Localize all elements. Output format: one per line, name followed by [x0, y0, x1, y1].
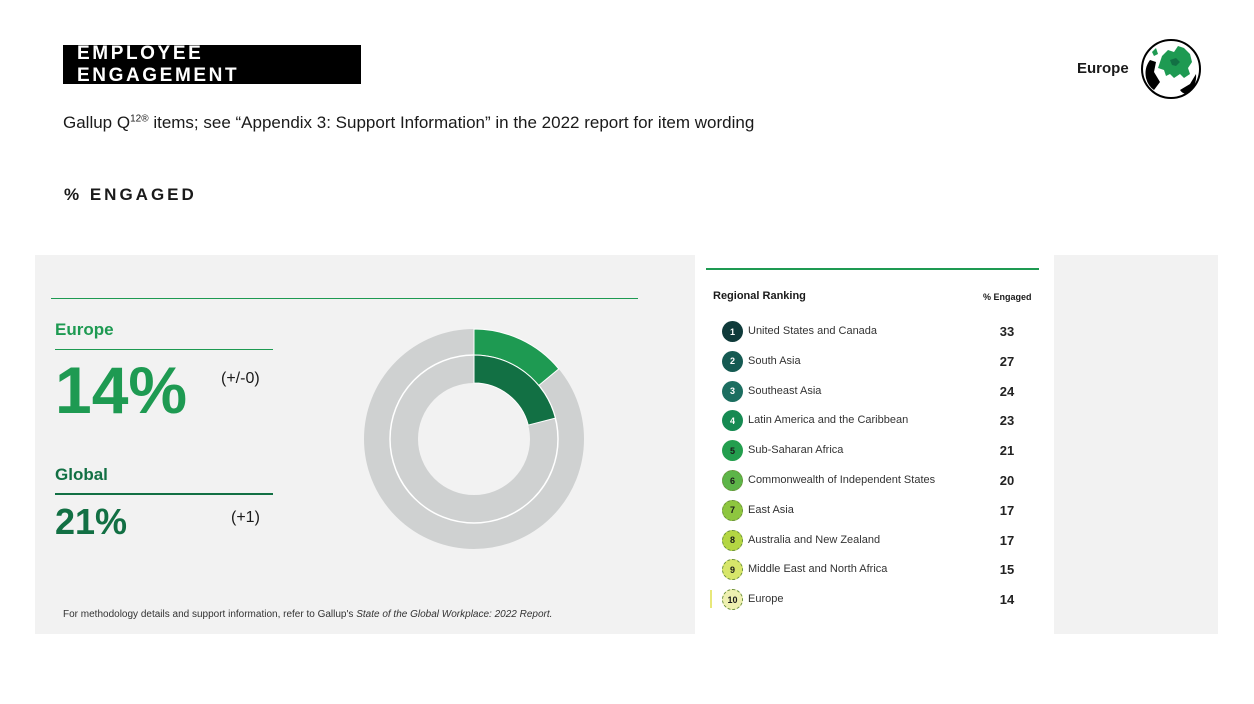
ranking-title: Regional Ranking [713, 290, 806, 302]
side-panel [1054, 255, 1218, 634]
global-value: 21% [55, 501, 128, 542]
rank-region-name: Europe [748, 593, 784, 606]
europe-divider [55, 349, 273, 350]
rank-badge: 4 [722, 410, 743, 432]
ranking-row: 2 South Asia 27 [722, 350, 1022, 373]
ranking-row: 1 United States and Canada 33 [722, 321, 1022, 343]
ranking-row: 4 Latin America and the Caribbean 23 [722, 410, 1022, 432]
europe-change: (+/-0) [221, 370, 260, 387]
rank-badge: 5 [722, 440, 743, 462]
global-change: (+1) [231, 509, 260, 526]
footnote: For methodology details and support info… [63, 609, 552, 620]
rank-value: 20 [999, 473, 1015, 488]
rank-badge: 1 [722, 321, 743, 342]
donut-slice-global [473, 354, 556, 426]
rank-region-name: Commonwealth of Independent States [748, 474, 936, 486]
page-title: EMPLOYEE ENGAGEMENT [63, 43, 361, 86]
ranking-row: 9 Middle East and North Africa 15 [722, 559, 1022, 581]
ranking-row: 10 Europe 14 [722, 589, 1022, 611]
rank-badge: 6 [722, 470, 743, 491]
rank-value: 17 [999, 532, 1015, 548]
rank-badge: 7 [722, 499, 743, 521]
region-label: Europe [1077, 60, 1129, 77]
current-region-marker [710, 590, 712, 608]
section-heading: % ENGAGED [64, 185, 197, 204]
ranking-row: 7 East Asia 17 [722, 499, 1022, 522]
europe-value: 14% [55, 353, 188, 427]
ranking-row: 3 Southeast Asia 24 [722, 380, 1022, 403]
ranking-divider [706, 268, 1039, 270]
global-divider [55, 493, 273, 495]
rank-badge: 2 [722, 350, 743, 372]
rank-value: 23 [999, 413, 1015, 429]
rank-value: 17 [999, 502, 1015, 518]
rank-region-name: South Asia [748, 354, 801, 367]
ranking-column-header: % Engaged [983, 292, 1032, 302]
rank-badge: 8 [722, 529, 743, 551]
global-label: Global [55, 465, 108, 484]
ranking-row: 5 Sub-Saharan Africa 21 [722, 440, 1022, 462]
europe-label: Europe [55, 320, 114, 339]
rank-value: 33 [999, 324, 1015, 339]
subtitle-prefix: Gallup Q [63, 113, 131, 132]
rank-value: 27 [999, 353, 1015, 369]
rank-value: 21 [999, 443, 1015, 459]
subtitle-superscript: 12® [130, 113, 149, 125]
rank-region-name: Australia and New Zealand [748, 533, 881, 546]
rank-value: 24 [999, 383, 1015, 399]
ranking-row: 8 Australia and New Zealand 17 [722, 529, 1022, 552]
rank-region-name: Sub-Saharan Africa [748, 444, 844, 457]
page-subtitle: Gallup Q12® items; see “Appendix 3: Supp… [63, 113, 754, 133]
ranking-row: 6 Commonwealth of Independent States 20 [722, 470, 1022, 492]
subtitle-suffix: items; see “Appendix 3: Support Informat… [148, 113, 755, 132]
footnote-text: For methodology details and support info… [63, 609, 357, 620]
rank-badge: 3 [722, 380, 743, 402]
rank-badge: 10 [722, 589, 743, 611]
europe-globe-icon [1141, 39, 1201, 99]
rank-value: 15 [999, 562, 1015, 578]
rank-value: 14 [999, 592, 1015, 608]
rank-region-name: Middle East and North Africa [748, 563, 888, 576]
rank-region-name: Southeast Asia [748, 384, 822, 397]
engagement-donut-chart [364, 328, 584, 549]
summary-divider [51, 298, 638, 299]
rank-badge: 9 [722, 559, 743, 581]
rank-region-name: East Asia [748, 503, 794, 516]
rank-region-name: Latin America and the Caribbean [748, 414, 909, 427]
rank-region-name: United States and Canada [748, 325, 878, 337]
footnote-report-title: State of the Global Workplace: 2022 Repo… [356, 609, 553, 620]
